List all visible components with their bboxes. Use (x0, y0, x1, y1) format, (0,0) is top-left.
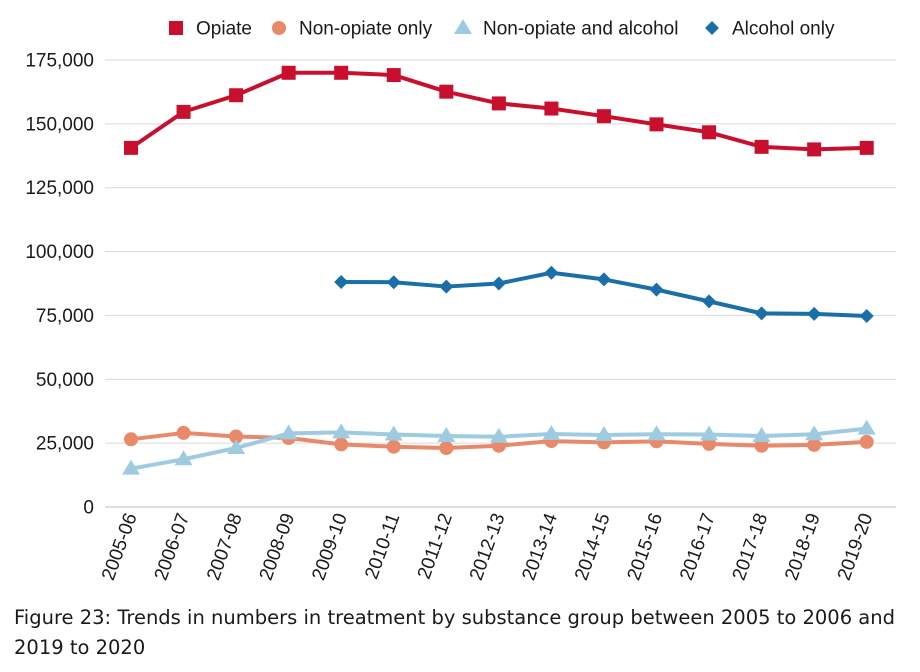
line-chart: Opiate Non-opiate only Non-opiate and alco… (25, 19, 896, 583)
series-alcohol-only (334, 265, 874, 323)
legend-marker (454, 19, 472, 34)
data-point (754, 438, 769, 453)
data-point (334, 437, 349, 452)
data-point (386, 68, 401, 83)
x-tick-label: 2008-09 (256, 511, 300, 584)
data-point (174, 450, 193, 466)
data-point (596, 109, 611, 124)
data-point (649, 282, 664, 297)
data-point (437, 426, 456, 442)
x-tick-label: 2005-06 (98, 511, 142, 584)
data-point (807, 142, 822, 157)
data-point (542, 424, 561, 440)
legend-item-non-opiate-only: Non-opiate only (272, 19, 433, 40)
x-tick-label: 2009-10 (308, 511, 352, 584)
x-tick-label: 2018-19 (781, 511, 825, 584)
data-point (439, 84, 454, 99)
data-point (334, 65, 349, 80)
data-point (229, 429, 244, 444)
data-point (807, 437, 822, 452)
data-point (124, 432, 138, 447)
data-point (752, 426, 771, 442)
x-tick-label: 2011-12 (414, 511, 457, 582)
data-point (489, 427, 508, 443)
data-point (334, 274, 349, 289)
data-point (805, 425, 824, 441)
data-point (594, 425, 613, 441)
legend-label: Non-opiate and alcohol (483, 19, 678, 40)
y-tick-label: 100,000 (25, 242, 94, 263)
data-point (281, 65, 296, 80)
data-point (279, 424, 298, 440)
data-point (176, 104, 191, 119)
data-point (859, 140, 874, 155)
x-axis: 2005-06 2006-07 2007-08 2008-09 2009-10 2010-… (98, 510, 877, 583)
data-point (647, 425, 666, 441)
series-non-opiate-and-alcohol (122, 419, 876, 475)
data-point (229, 88, 244, 103)
data-point (544, 265, 559, 280)
x-tick-label: 2016-17 (676, 511, 720, 584)
y-tick-label: 0 (83, 498, 94, 519)
x-tick-label: 2007-08 (203, 511, 247, 584)
chart-legend: Opiate Non-opiate only Non-opiate and alco… (169, 19, 835, 40)
x-tick-label: 2019-20 (834, 511, 878, 584)
x-tick-label: 2017-18 (729, 511, 773, 584)
data-point (702, 294, 717, 309)
data-point (754, 306, 769, 321)
data-point (491, 96, 506, 111)
legend-label: Non-opiate only (299, 19, 433, 40)
data-point (491, 276, 506, 291)
legend-marker (272, 21, 286, 35)
series-opiate (124, 65, 874, 157)
data-point (754, 139, 769, 154)
x-tick-label: 2012-13 (466, 511, 510, 584)
x-tick-label: 2015-16 (624, 511, 668, 584)
data-point (227, 438, 246, 454)
data-point (544, 101, 559, 116)
data-point (439, 279, 454, 294)
x-tick-label: 2010-11 (361, 511, 404, 582)
data-point (439, 440, 454, 455)
data-point (122, 459, 140, 475)
legend-label: Opiate (196, 19, 252, 40)
y-tick-label: 25,000 (36, 434, 94, 455)
y-tick-label: 125,000 (25, 178, 94, 199)
x-tick-label: 2013-14 (519, 510, 563, 583)
legend-marker (169, 21, 183, 35)
plot-area (122, 65, 876, 475)
legend-item-non-opiate-and-alcohol: Non-opiate and alcohol (454, 19, 678, 40)
data-point (124, 140, 138, 155)
legend-item-opiate: Opiate (169, 19, 252, 40)
y-tick-label: 150,000 (25, 114, 94, 135)
data-point (332, 423, 351, 439)
data-point (649, 117, 664, 132)
x-tick-label: 2014-15 (571, 511, 615, 584)
data-point (386, 275, 401, 290)
y-tick-label: 50,000 (36, 370, 94, 391)
data-point (700, 425, 719, 441)
data-point (807, 306, 822, 321)
x-tick-label: 2006-07 (151, 511, 195, 584)
data-point (702, 125, 717, 140)
series-line (129, 70, 867, 152)
data-point (859, 434, 874, 449)
data-point (859, 308, 874, 323)
y-axis: 0 25,000 50,000 75,000 100,000 125,000 150,000… (25, 51, 94, 519)
legend-label: Alcohol only (732, 19, 835, 40)
figure-caption: Figure 23: Trends in numbers in treatmen… (14, 606, 895, 659)
data-point (386, 439, 401, 454)
data-point (857, 419, 876, 435)
y-tick-label: 75,000 (36, 306, 94, 327)
data-point (384, 425, 403, 441)
data-point (596, 272, 611, 287)
data-point (176, 425, 191, 440)
legend-item-alcohol-only: Alcohol only (705, 19, 835, 40)
legend-marker (705, 21, 719, 35)
y-tick-label: 175,000 (25, 51, 94, 72)
